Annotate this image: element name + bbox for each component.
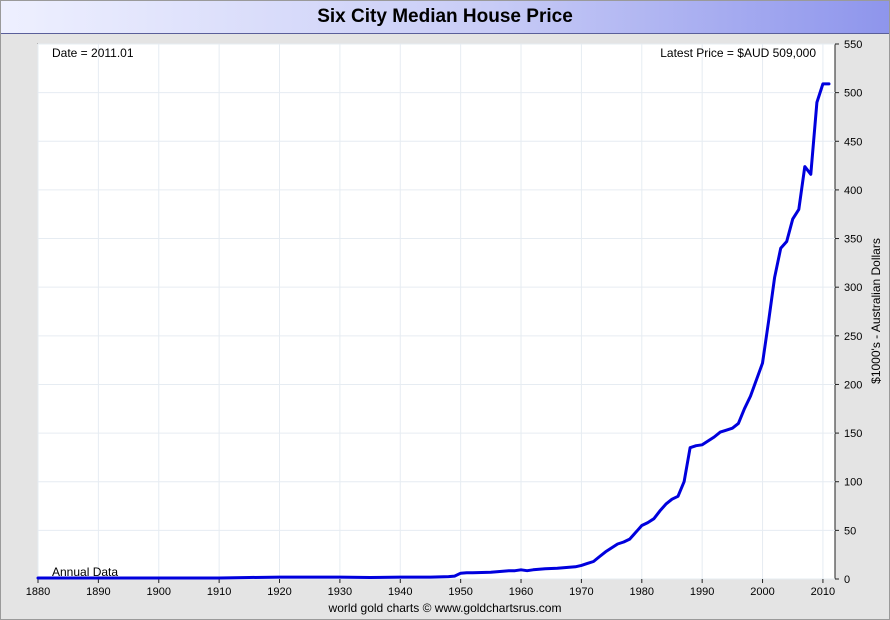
x-tick-label: 1880	[26, 586, 50, 598]
x-tick-label: 1900	[147, 586, 171, 598]
frequency-annotation: Annual Data	[52, 565, 118, 579]
x-tick-label: 2010	[811, 586, 835, 598]
x-tick-label: 1940	[388, 586, 412, 598]
y-tick-label: 150	[844, 428, 862, 440]
chart-footer: world gold charts © www.goldchartsrus.co…	[328, 601, 562, 615]
x-axis: 1880 1890 1900 1910 1920 1930 1940 1950 1960 1970…	[26, 579, 835, 598]
x-tick-label: 1980	[630, 586, 654, 598]
x-tick-label: 1930	[328, 586, 352, 598]
x-tick-label: 1890	[86, 586, 110, 598]
x-tick-label: 1910	[207, 586, 231, 598]
grid	[37, 43, 835, 580]
x-tick-label: 1950	[448, 586, 472, 598]
title-bar: Six City Median House Price	[1, 1, 889, 34]
y-axis: 0 50 100 150 200 250 300 350 400 450 500 550	[835, 39, 862, 586]
y-tick-label: 500	[844, 88, 862, 100]
y-tick-label: 300	[844, 282, 862, 294]
x-tick-label: 1990	[690, 586, 714, 598]
y-tick-label: 400	[844, 185, 862, 197]
y-tick-label: 200	[844, 379, 862, 391]
x-tick-label: 1970	[569, 586, 593, 598]
y-tick-label: 0	[844, 574, 850, 586]
price-series-line	[36, 82, 831, 580]
plot-area	[37, 43, 836, 580]
y-tick-label: 100	[844, 477, 862, 489]
x-tick-label: 2000	[750, 586, 774, 598]
y-tick-label: 450	[844, 136, 862, 148]
y-tick-label: 550	[844, 39, 862, 51]
y-tick-label: 250	[844, 331, 862, 343]
x-tick-label: 1920	[267, 586, 291, 598]
chart-title: Six City Median House Price	[317, 6, 573, 27]
latest-price-annotation: Latest Price = $AUD 509,000	[660, 46, 816, 60]
date-annotation: Date = 2011.01	[52, 46, 134, 60]
y-tick-label: 350	[844, 234, 862, 246]
y-tick-label: 50	[844, 525, 856, 537]
series-layer	[36, 82, 831, 580]
x-tick-label: 1960	[509, 586, 533, 598]
y-axis-label: $1000's - Australian Dollars	[869, 238, 883, 384]
line-chart: 1880 1890 1900 1910 1920 1930 1940 1950 1960 1970…	[26, 39, 883, 598]
